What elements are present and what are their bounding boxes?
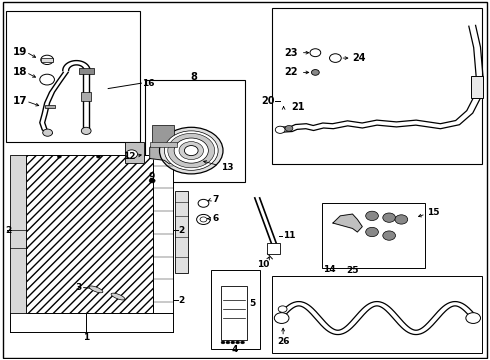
Bar [220, 286, 247, 339]
Polygon shape [150, 139, 176, 164]
Text: 18: 18 [13, 67, 27, 77]
Bar [175, 191, 188, 273]
Circle shape [278, 306, 287, 312]
Circle shape [174, 138, 208, 163]
Circle shape [275, 126, 285, 134]
Text: 17: 17 [13, 96, 27, 106]
Circle shape [236, 341, 240, 344]
Circle shape [164, 131, 218, 170]
Text: 6: 6 [212, 214, 219, 223]
Bar [10, 155, 26, 313]
Text: 10: 10 [257, 260, 270, 269]
Bar [5, 12, 140, 142]
Text: 25: 25 [346, 266, 359, 275]
Circle shape [466, 313, 481, 323]
Ellipse shape [111, 293, 125, 300]
Circle shape [366, 211, 378, 221]
Text: 21: 21 [292, 102, 305, 112]
Text: 19: 19 [13, 47, 27, 57]
Bar [272, 8, 482, 164]
Bar [45, 105, 55, 108]
Circle shape [366, 227, 378, 237]
Text: 5: 5 [249, 299, 255, 308]
Circle shape [200, 217, 207, 222]
Circle shape [285, 126, 293, 131]
Circle shape [41, 55, 53, 64]
Bar [41, 58, 53, 62]
Ellipse shape [89, 286, 103, 293]
Circle shape [97, 155, 100, 158]
Circle shape [179, 141, 203, 159]
Circle shape [40, 74, 54, 85]
Text: 14: 14 [323, 265, 336, 274]
Circle shape [383, 213, 395, 222]
Bar [79, 68, 94, 74]
Bar [150, 142, 176, 147]
Text: 1: 1 [83, 333, 89, 342]
Bar [268, 243, 280, 253]
Circle shape [149, 179, 155, 183]
Text: 26: 26 [277, 337, 290, 346]
Bar [211, 270, 260, 348]
Circle shape [231, 341, 235, 344]
Bar [322, 203, 425, 268]
Bar [152, 125, 174, 145]
Bar [145, 80, 245, 182]
Text: 15: 15 [427, 208, 439, 217]
Text: 12: 12 [122, 152, 135, 161]
Circle shape [126, 150, 138, 158]
Circle shape [312, 69, 319, 75]
Text: 3: 3 [75, 283, 81, 292]
Text: 4: 4 [231, 345, 238, 354]
Text: 13: 13 [220, 163, 233, 172]
Bar [272, 276, 482, 353]
Text: 8: 8 [190, 72, 197, 82]
Text: 23: 23 [285, 48, 298, 58]
Bar [471, 76, 483, 98]
Text: 7: 7 [212, 194, 219, 203]
Bar [153, 155, 172, 313]
Text: 22: 22 [285, 67, 298, 77]
Circle shape [168, 134, 215, 168]
Circle shape [383, 231, 395, 240]
Bar [125, 142, 144, 163]
Circle shape [198, 199, 209, 207]
Circle shape [159, 127, 223, 174]
Circle shape [310, 49, 321, 57]
Circle shape [330, 54, 341, 62]
Text: 2: 2 [178, 226, 185, 235]
Circle shape [241, 341, 245, 344]
Circle shape [57, 155, 61, 158]
Text: 9: 9 [149, 172, 155, 181]
Text: 16: 16 [143, 79, 155, 88]
Circle shape [43, 129, 52, 136]
Text: 2: 2 [5, 226, 12, 235]
Circle shape [226, 341, 230, 344]
Polygon shape [333, 214, 362, 232]
Circle shape [196, 215, 210, 225]
Text: 24: 24 [352, 53, 366, 63]
Circle shape [221, 341, 225, 344]
Bar [81, 92, 91, 101]
Text: 2: 2 [178, 296, 185, 305]
Bar [26, 155, 153, 313]
Circle shape [81, 127, 91, 134]
Circle shape [184, 145, 198, 156]
Text: 11: 11 [283, 231, 295, 240]
Circle shape [274, 313, 289, 323]
Circle shape [395, 215, 408, 224]
Text: 20: 20 [261, 96, 274, 106]
